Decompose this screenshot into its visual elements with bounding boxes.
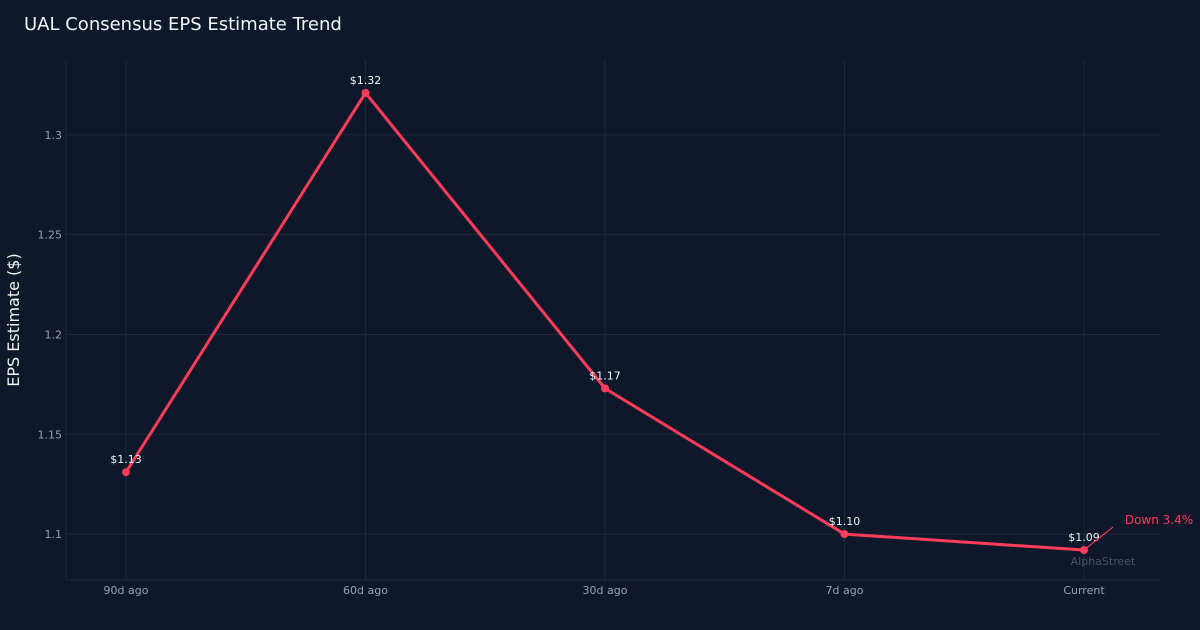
axes: 1.1 1.15 1.2 1.25 1.3 90d ago 60d ago 30d ago 7d… (38, 60, 1160, 597)
x-tick-label: 30d ago (583, 584, 628, 597)
data-label: $1.10 (829, 515, 861, 528)
data-point (361, 88, 370, 97)
data-labels: $1.13 $1.32 $1.17 $1.10 $1.09 (110, 74, 1100, 544)
chart-title: UAL Consensus EPS Estimate Trend (24, 14, 342, 35)
x-tick-label: 60d ago (343, 584, 388, 597)
eps-series (122, 88, 1088, 555)
y-tick-label: 1.2 (45, 328, 63, 341)
data-point (122, 468, 130, 477)
data-point (840, 530, 849, 539)
y-tick-label: 1.3 (45, 129, 63, 142)
y-axis-title: EPS Estimate ($) (4, 253, 23, 386)
y-tick-label: 1.25 (38, 229, 63, 242)
y-tick-label: 1.1 (45, 528, 63, 541)
x-tick-label: 90d ago (104, 584, 149, 597)
annotation-label: Down 3.4% (1125, 513, 1193, 527)
x-tick-label: Current (1063, 584, 1105, 597)
y-tick-label: 1.15 (38, 428, 63, 441)
annotation-group: Down 3.4% (1083, 513, 1193, 551)
data-label: $1.17 (589, 369, 621, 382)
data-label: $1.13 (110, 453, 142, 466)
x-tick-label: 7d ago (826, 584, 864, 597)
annotation-arrow (1083, 526, 1114, 551)
gridlines (66, 60, 1160, 580)
watermark-text: AlphaStreet (1071, 555, 1136, 568)
data-label: $1.32 (350, 74, 382, 87)
data-label: $1.09 (1068, 531, 1100, 544)
data-point (601, 384, 609, 393)
